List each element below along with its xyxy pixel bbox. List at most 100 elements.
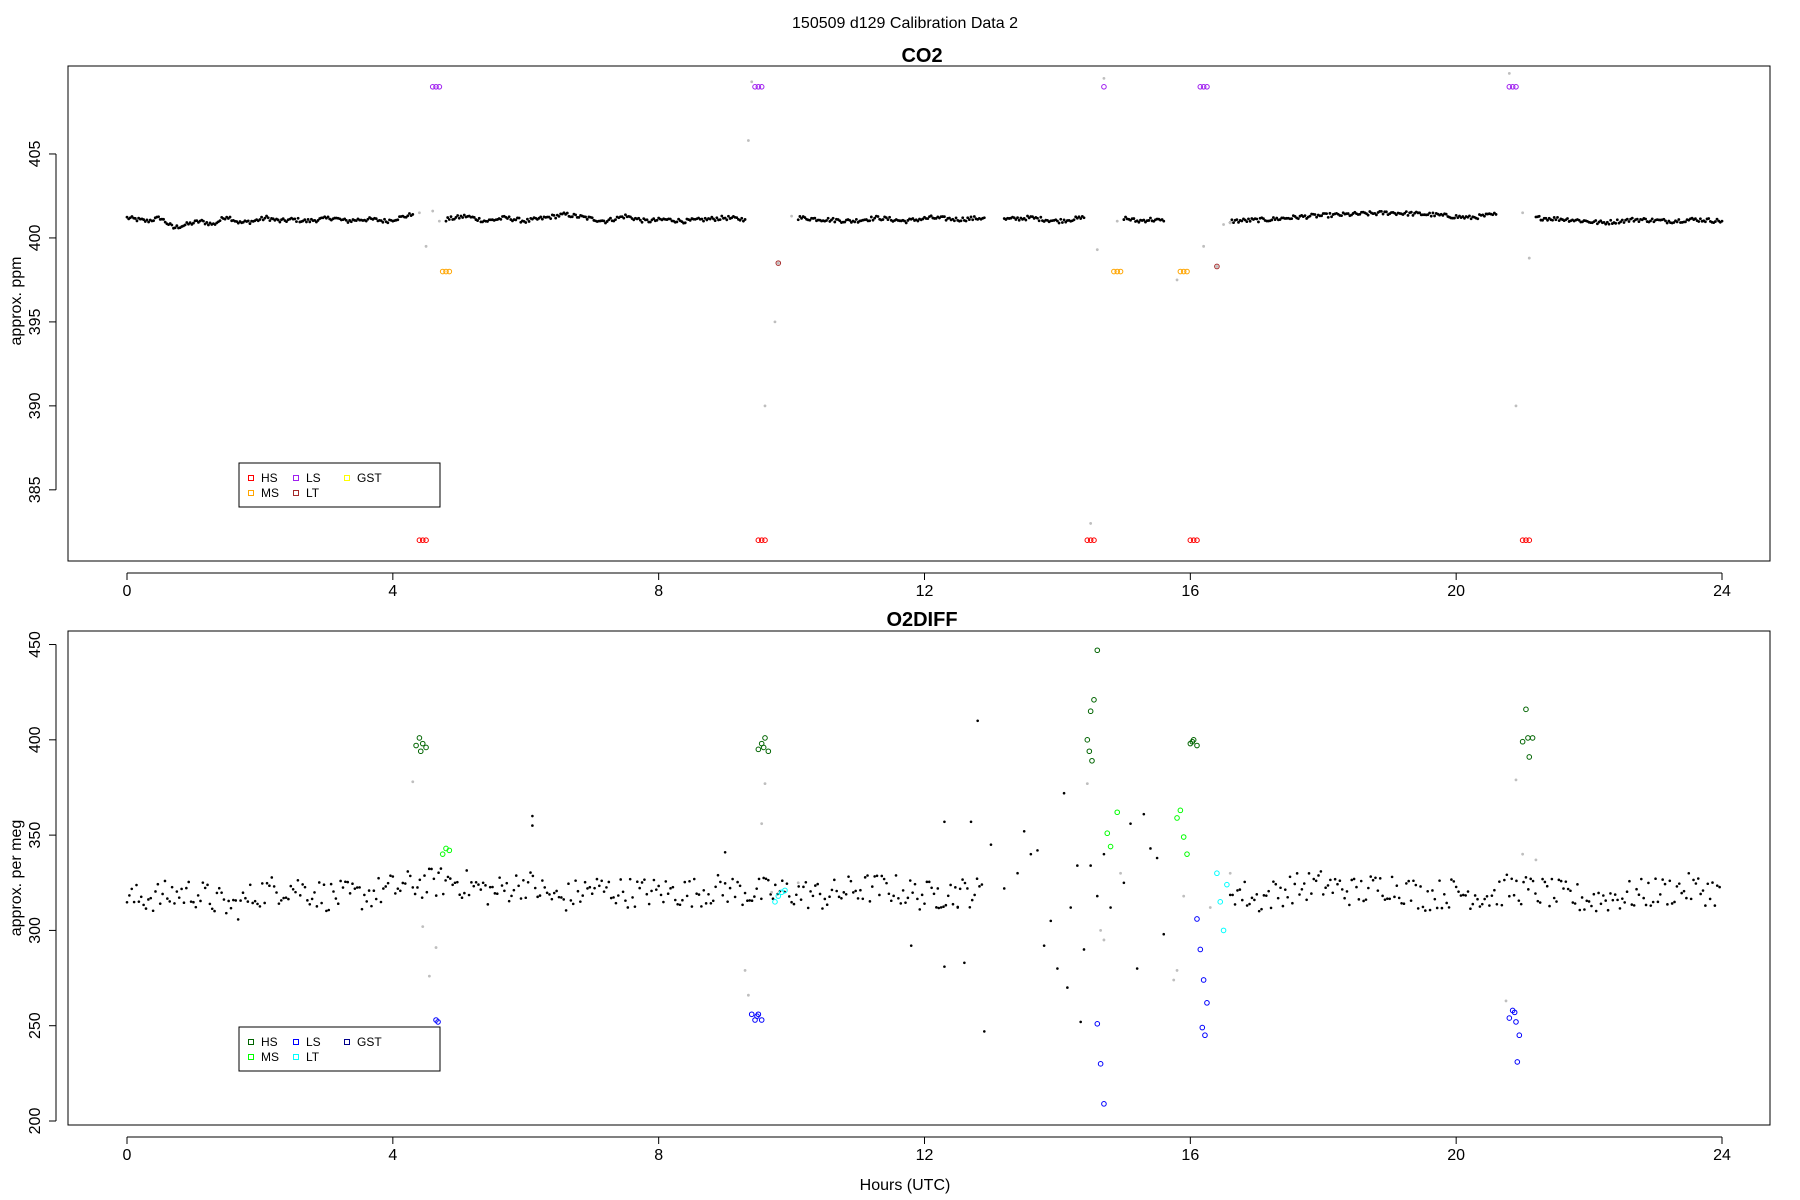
co2-legend-box	[238, 462, 441, 508]
co2-data-point	[702, 219, 705, 223]
co2-data-point	[1235, 218, 1239, 222]
o2diff-data-point	[1635, 887, 1638, 891]
o2diff-data-point	[1573, 902, 1577, 905]
co2-ls-point	[1200, 83, 1207, 90]
o2diff-data-point	[432, 877, 436, 881]
o2diff-lt-point	[1217, 899, 1224, 905]
o2diff-data-point	[430, 867, 433, 871]
o2diff-data-point	[859, 888, 862, 892]
co2-transition-point	[1507, 71, 1511, 75]
co2-data-point	[1469, 217, 1473, 221]
o2diff-data-point	[1245, 904, 1249, 907]
o2diff-data-point	[246, 900, 250, 903]
co2-data-point	[1684, 220, 1687, 224]
o2diff-data-point	[847, 875, 850, 878]
o2diff-data-point	[379, 900, 383, 904]
co2-data-point	[170, 223, 174, 227]
co2-transition-series	[418, 71, 1531, 525]
o2diff-data-point	[790, 900, 793, 904]
co2-data-point	[1461, 215, 1465, 218]
co2-data-point	[675, 220, 679, 224]
co2-data-point	[655, 218, 659, 222]
co2-data-point	[406, 214, 410, 218]
o2diff-data-point	[203, 886, 207, 890]
o2diff-data-point	[1383, 898, 1387, 901]
co2-data-point	[183, 223, 187, 227]
o2diff-data-point	[1424, 909, 1427, 912]
x-axis-label: Hours (UTC)	[860, 1177, 951, 1194]
co2-data-point	[873, 216, 877, 220]
o2diff-data-point	[818, 892, 822, 896]
o2diff-data-point	[334, 897, 338, 900]
o2diff-transition-point	[1228, 871, 1232, 875]
o2diff-data-point	[524, 896, 528, 900]
o2diff-lt-point	[1220, 927, 1227, 934]
co2-data-point	[447, 218, 451, 221]
o2diff-data-point	[576, 889, 580, 893]
o2diff-data-point	[1578, 908, 1582, 912]
o2diff-data-point	[569, 899, 573, 902]
o2diff-data-point	[650, 889, 653, 893]
o2diff-data-point	[1352, 877, 1356, 881]
co2-data-point	[142, 218, 146, 221]
o2diff-data-point	[1298, 893, 1301, 896]
o2diff-y-tick-label: 250	[27, 1012, 44, 1039]
o2diff-data-point	[401, 881, 405, 885]
co2-data-point	[1308, 214, 1312, 218]
co2-ls-point	[433, 83, 439, 90]
co2-data-point	[223, 217, 227, 221]
co2-hs-point	[419, 537, 426, 544]
o2diff-data-point	[966, 887, 969, 890]
o2diff-data-point	[1611, 898, 1615, 902]
o2diff-data-point	[746, 899, 749, 903]
co2-data-point	[622, 216, 626, 220]
o2diff-data-point	[626, 906, 630, 909]
o2diff-data-point	[1295, 872, 1299, 875]
o2diff-ms-point	[446, 847, 453, 854]
o2diff-x-tick-label: 24	[1713, 1147, 1731, 1164]
o2diff-data-point	[868, 900, 872, 903]
o2diff-hs-point	[419, 740, 426, 747]
o2diff-data-point	[488, 885, 492, 889]
o2diff-data-point	[958, 887, 962, 891]
o2diff-data-point	[416, 886, 419, 889]
o2diff-data-point	[1393, 895, 1396, 899]
co2-data-point	[831, 216, 835, 220]
o2diff-data-point	[980, 883, 984, 886]
co2-data-point	[886, 218, 890, 222]
o2diff-data-point	[1291, 901, 1294, 905]
co2-data-point	[1240, 219, 1244, 223]
o2diff-data-point	[621, 890, 625, 894]
o2diff-data-point	[244, 896, 247, 900]
o2diff-data-point	[260, 882, 264, 885]
o2diff-data-point	[1706, 882, 1710, 886]
co2-data-point	[911, 217, 915, 220]
o2diff-data-point	[1510, 877, 1514, 881]
o2diff-data-point	[1500, 903, 1504, 907]
o2diff-data-point	[1400, 901, 1403, 905]
o2diff-data-point	[481, 881, 485, 885]
co2-data-point	[743, 218, 747, 221]
o2diff-ms-series	[439, 807, 1190, 857]
co2-data-point	[926, 217, 930, 221]
o2diff-y-tick-label: 400	[27, 726, 44, 753]
o2diff-transition-point	[1534, 858, 1538, 862]
co2-data-point	[506, 217, 509, 220]
o2diff-data-point	[217, 886, 221, 890]
co2-data-point	[462, 213, 466, 217]
o2diff-data-point	[1555, 900, 1558, 903]
o2diff-data-point	[1343, 896, 1346, 900]
o2diff-data-point	[643, 878, 646, 881]
o2diff-ylabel: approx. per meg	[8, 820, 25, 937]
co2-data-point	[1056, 219, 1059, 223]
o2diff-data-point	[719, 880, 722, 884]
o2diff-data-point	[1381, 894, 1384, 898]
o2diff-ls-point	[748, 1011, 755, 1018]
o2diff-data-point	[434, 894, 438, 897]
o2diff-transition-series	[411, 778, 1538, 1003]
co2-x-tick-label: 8	[654, 583, 663, 600]
o2diff-plot-frame	[67, 630, 1771, 1126]
o2diff-data-point	[555, 889, 558, 893]
o2diff-data-point	[935, 906, 938, 909]
o2diff-data-point	[451, 883, 454, 887]
